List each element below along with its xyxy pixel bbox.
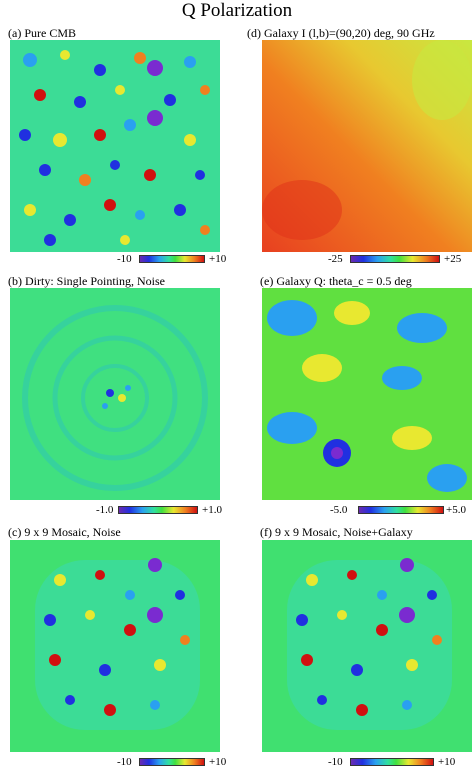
- panel-f-cbar-min: -10: [328, 756, 343, 768]
- panel-d-colorbar: -25 +25: [328, 252, 466, 266]
- panel-e-cbar-max: +5.0: [446, 504, 466, 516]
- panel-f-colorbar: -10 +10: [328, 755, 466, 769]
- panel-c-colorbar: -10 +10: [117, 755, 235, 769]
- panel-c-cbar-max: +10: [209, 756, 227, 768]
- panel-b-cbar-max: +1.0: [202, 504, 222, 516]
- panel-a-label: (a) Pure CMB: [8, 26, 76, 40]
- panel-c-map: [10, 540, 220, 752]
- panel-e-label: (e) Galaxy Q: theta_c = 0.5 deg: [260, 274, 412, 288]
- panel-d-map: [262, 40, 472, 252]
- panel-a-cbar-gradient: [139, 255, 205, 263]
- panel-a-cbar-min: -10: [117, 253, 132, 265]
- panel-e-cbar-gradient: [358, 506, 444, 514]
- panel-b-map: [10, 288, 220, 500]
- panel-b-cbar-min: -1.0: [96, 504, 114, 516]
- panel-b-label: (b) Dirty: Single Pointing, Noise: [8, 274, 165, 288]
- panel-f-label: (f) 9 x 9 Mosaic, Noise+Galaxy: [260, 525, 413, 539]
- panel-d-cbar-gradient: [350, 255, 440, 263]
- panel-e-cbar-min: -5.0: [330, 504, 348, 516]
- panel-c-cbar-gradient: [139, 758, 205, 766]
- panel-f-map: [262, 540, 472, 752]
- panel-e-colorbar: -5.0 +5.0: [330, 503, 474, 517]
- panel-d-cbar-min: -25: [328, 253, 343, 265]
- panel-f-cbar-gradient: [350, 758, 434, 766]
- panel-a-colorbar: -10 +10: [117, 252, 235, 266]
- panel-e-map: [262, 288, 472, 500]
- figure-title: Q Polarization: [181, 0, 293, 21]
- panel-b-colorbar: -1.0 +1.0: [96, 503, 236, 517]
- panel-a-map: [10, 40, 220, 252]
- panel-b-cbar-gradient: [118, 506, 198, 514]
- panel-c-cbar-min: -10: [117, 756, 132, 768]
- panel-a-cbar-max: +10: [209, 253, 227, 265]
- panel-c-label: (c) 9 x 9 Mosaic, Noise: [8, 525, 121, 539]
- panel-d-label: (d) Galaxy I (l,b)=(90,20) deg, 90 GHz: [247, 26, 435, 40]
- panel-f-cbar-max: +10: [438, 756, 456, 768]
- panel-d-cbar-max: +25: [444, 253, 462, 265]
